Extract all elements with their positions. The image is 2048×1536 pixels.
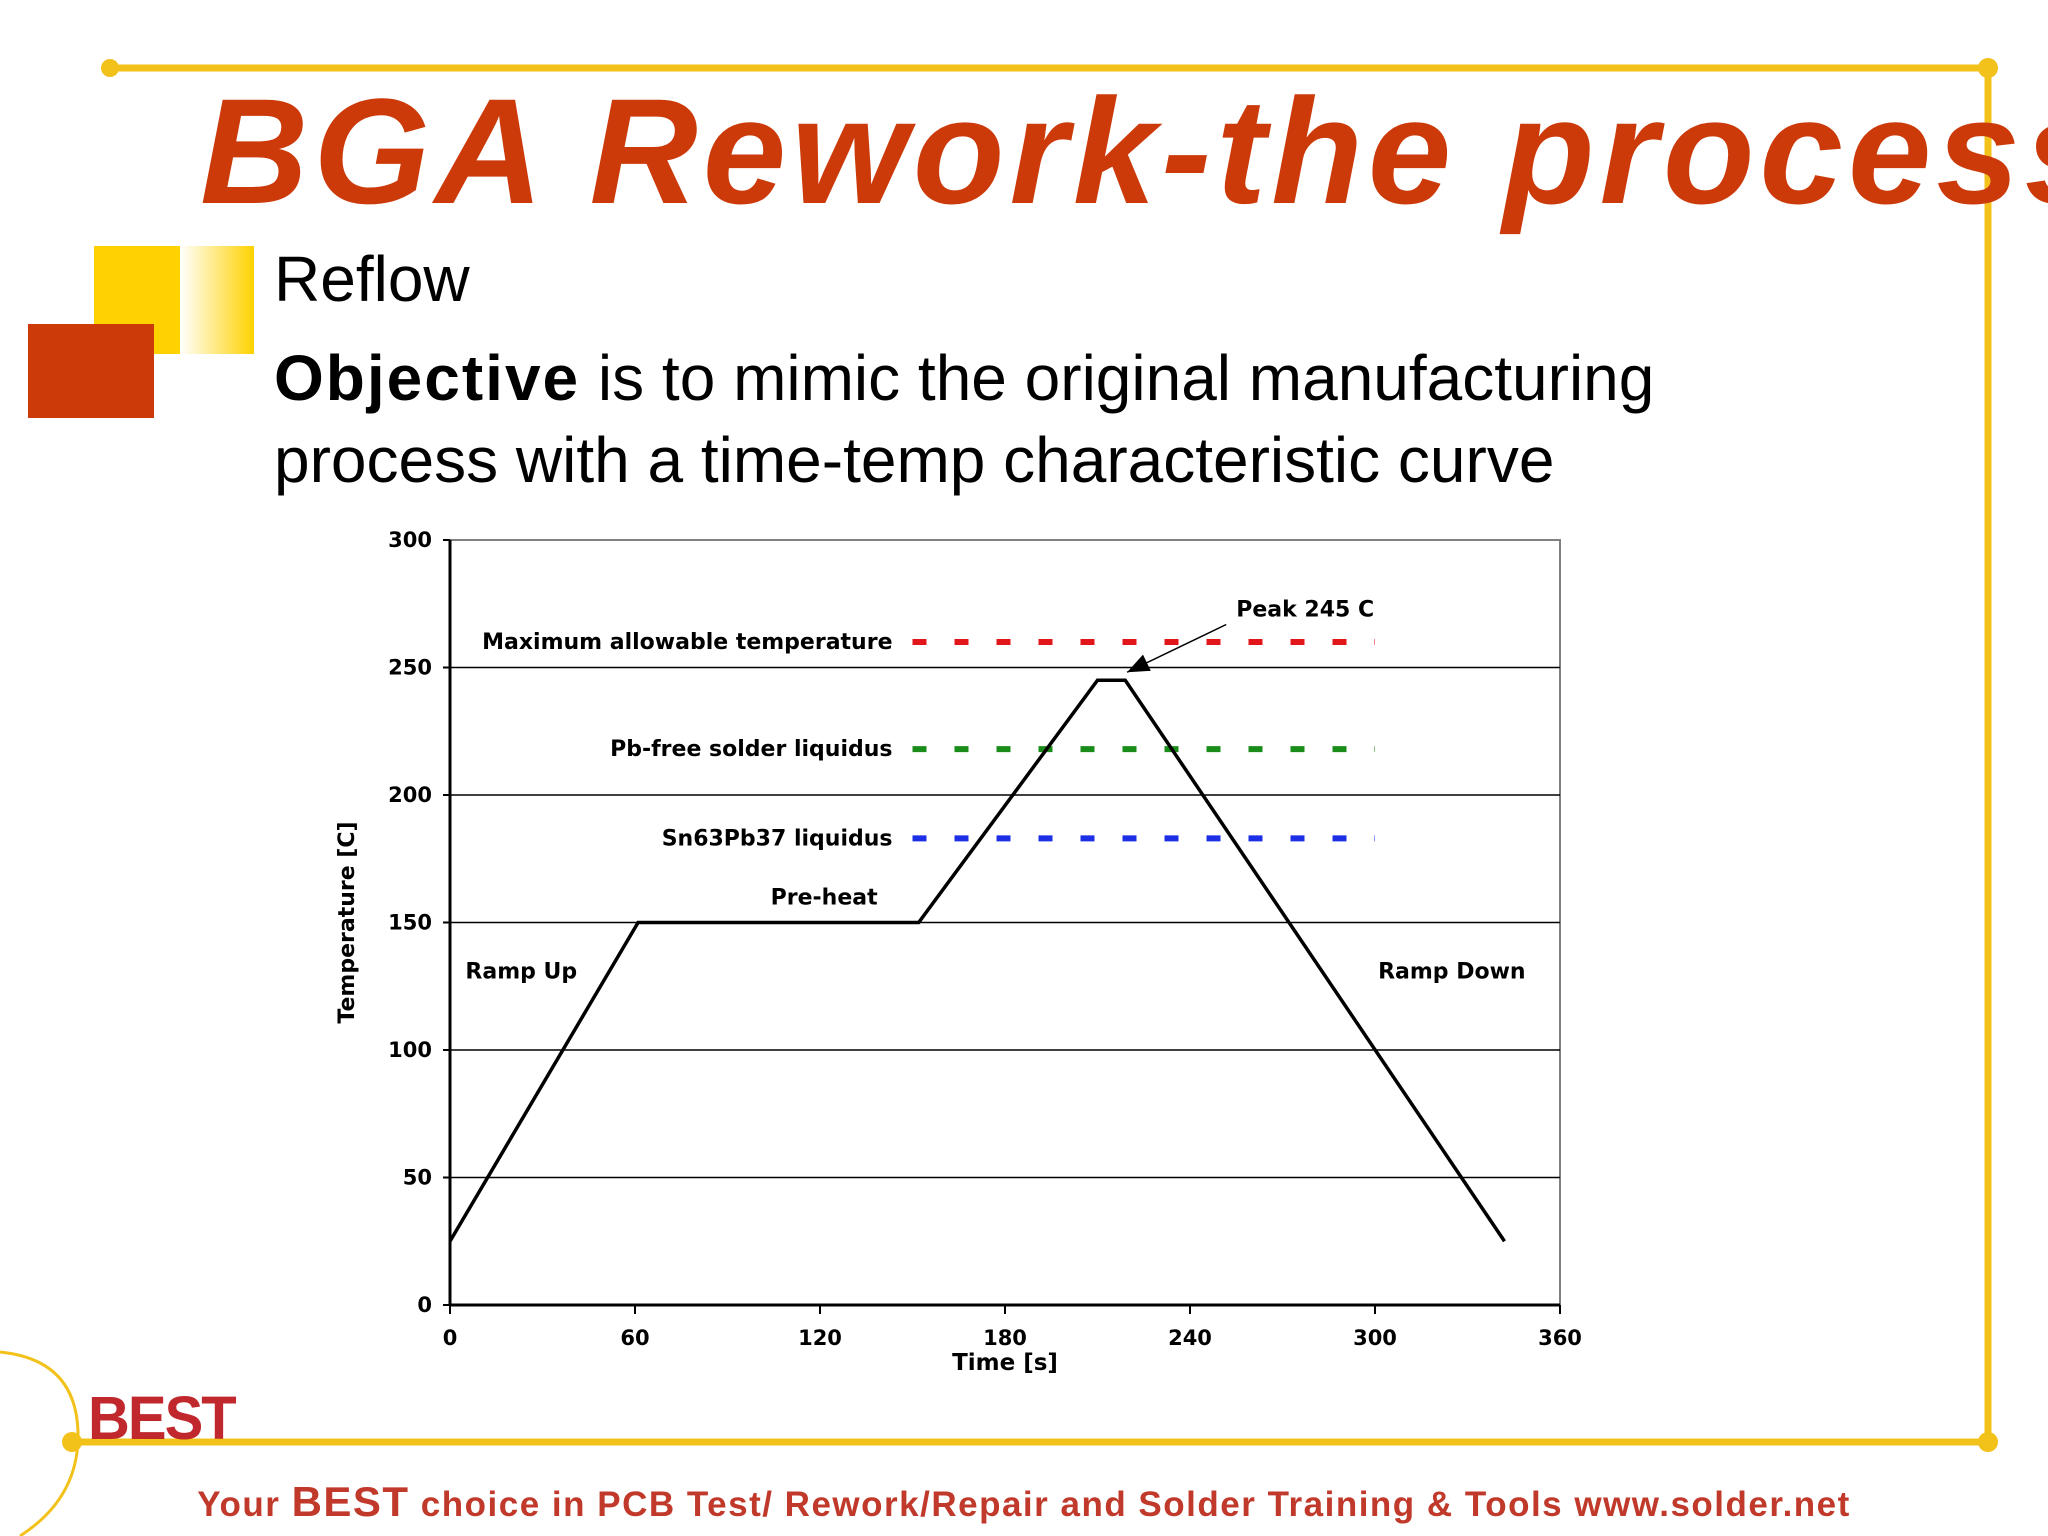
objective-text: Objective is to mimic the original manuf… — [274, 337, 1654, 501]
y-tick-label: 150 — [388, 911, 432, 935]
profile-line — [448, 678, 1506, 1243]
annotation-arrow-head — [1127, 654, 1151, 673]
objective-label: Objective — [274, 342, 581, 414]
x-tick-label: 120 — [798, 1326, 842, 1350]
y-tick-label: 50 — [403, 1166, 432, 1190]
slide-title: BGA Rework-the process — [200, 67, 2048, 235]
objective-line2: process with a time-temp characteristic … — [274, 424, 1555, 496]
frame-dot-top-right — [1978, 58, 1998, 78]
y-tick-label: 0 — [417, 1293, 432, 1317]
annotation-label: Peak 245 C — [1236, 598, 1374, 623]
x-tick-label: 240 — [1168, 1326, 1212, 1350]
x-tick-label: 0 — [443, 1326, 458, 1350]
chart-labels: Time [s] Temperature [C] Maximum allowable… — [335, 598, 1526, 1377]
y-tick-label: 300 — [388, 528, 432, 552]
x-axis-title: Time [s] — [952, 1350, 1058, 1376]
deco-square-red — [28, 324, 154, 418]
y-tick-label: 250 — [388, 656, 432, 680]
logo-swoosh — [0, 1350, 80, 1536]
reference-label: Pb-free solder liquidus — [610, 737, 892, 762]
footer-part2: choice in PCB Test/ Rework/Repair and So… — [409, 1485, 1851, 1524]
reflow-chart: 0 50 100 150 200 250 300 0 60 120 180 240 300 360 Tim… — [335, 528, 1582, 1377]
y-tick-label: 200 — [388, 783, 432, 807]
frame-dot-bottom-right — [1978, 1432, 1998, 1452]
chart-axes: 0 50 100 150 200 250 300 0 60 120 180 240 300 360 — [388, 528, 1582, 1350]
frame-dot-top-left — [101, 59, 119, 77]
footer-tagline: Your BEST choice in PCB Test/ Rework/Rep… — [0, 1478, 2048, 1526]
reference-label: Maximum allowable temperature — [482, 630, 892, 655]
chart-reference-lines — [912, 639, 1375, 842]
deco-square-fade — [180, 246, 254, 354]
annotation-label: Ramp Down — [1378, 960, 1525, 985]
reference-label: Sn63Pb37 liquidus — [662, 826, 893, 851]
chart-series — [448, 678, 1506, 1243]
best-logo: BEST — [88, 1384, 237, 1453]
objective-rest: is to mimic the original manufacturing — [580, 342, 1655, 414]
slide-subtitle: Reflow — [274, 243, 470, 315]
annotation-label: Pre-heat — [771, 886, 878, 911]
y-tick-label: 100 — [388, 1038, 432, 1062]
y-axis-title: Temperature [C] — [335, 821, 360, 1023]
footer-part1: Your — [197, 1485, 292, 1524]
x-tick-label: 300 — [1353, 1326, 1397, 1350]
annotation-label: Ramp Up — [465, 960, 577, 985]
x-tick-label: 360 — [1538, 1326, 1582, 1350]
footer-best: BEST — [291, 1478, 410, 1525]
x-tick-label: 60 — [620, 1326, 649, 1350]
x-tick-label: 180 — [983, 1326, 1027, 1350]
